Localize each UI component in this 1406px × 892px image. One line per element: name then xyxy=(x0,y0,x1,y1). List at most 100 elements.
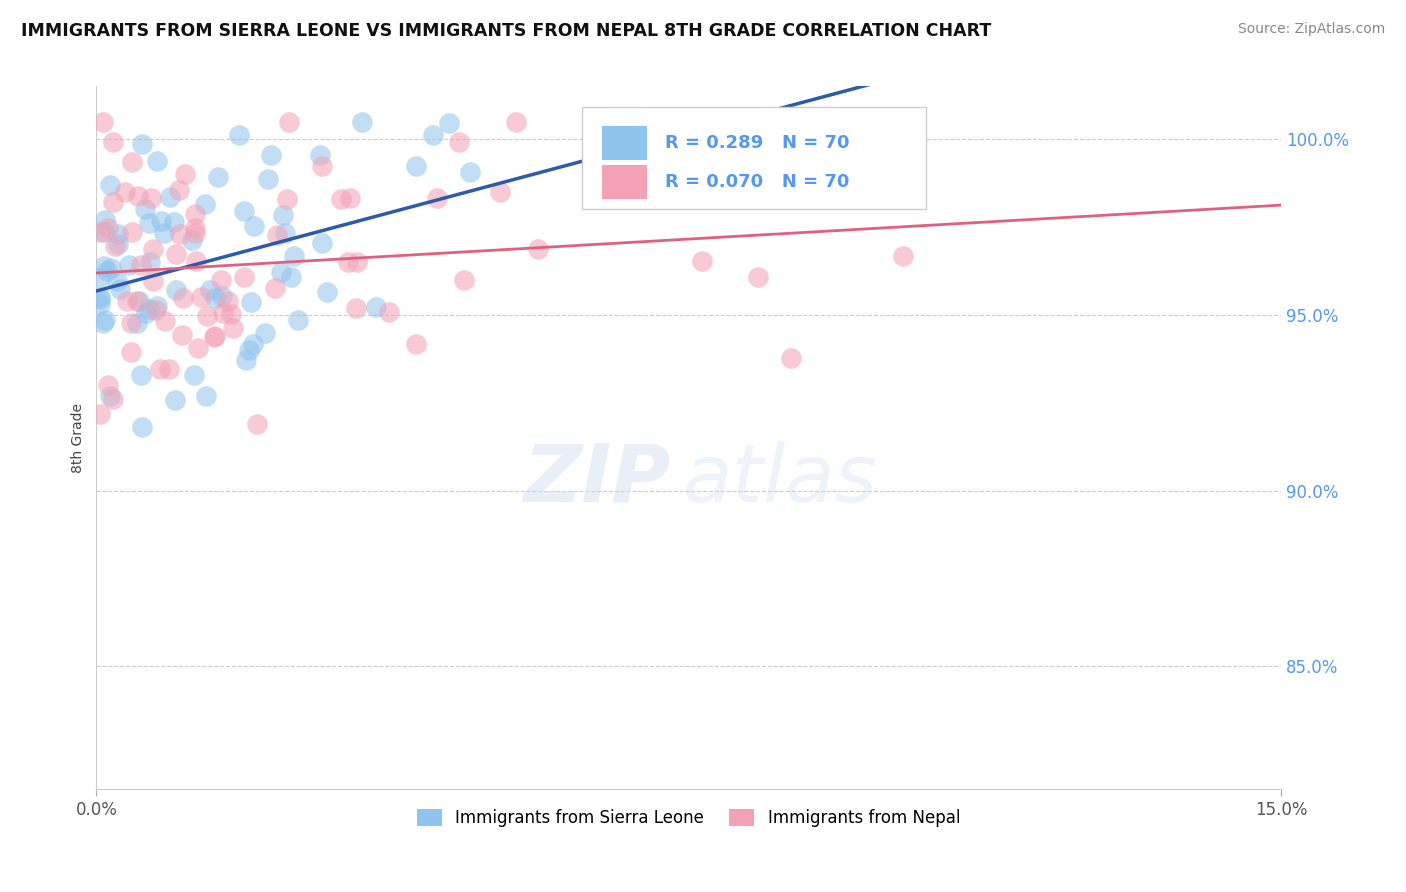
Point xyxy=(256,172,278,186)
Point xyxy=(134,202,156,216)
Point xyxy=(287,313,309,327)
Point xyxy=(311,235,333,250)
Point xyxy=(107,227,129,242)
Point xyxy=(100,389,122,403)
Point xyxy=(690,114,713,128)
Point xyxy=(344,301,367,315)
Point xyxy=(138,216,160,230)
Point xyxy=(217,293,239,308)
Point xyxy=(131,136,153,151)
Point xyxy=(274,226,297,240)
Point xyxy=(337,255,360,269)
Point xyxy=(222,321,245,335)
Point xyxy=(121,225,143,239)
Point xyxy=(108,282,131,296)
Point xyxy=(186,342,208,356)
Point xyxy=(167,183,190,197)
Point xyxy=(190,290,212,304)
Point xyxy=(405,159,427,173)
Point xyxy=(89,270,111,285)
Point xyxy=(149,362,172,376)
Point xyxy=(120,345,142,359)
Point xyxy=(180,233,202,247)
Point xyxy=(131,368,153,382)
Point xyxy=(104,239,127,253)
Point xyxy=(142,242,165,256)
Text: Source: ZipAtlas.com: Source: ZipAtlas.com xyxy=(1237,22,1385,37)
Text: ZIP: ZIP xyxy=(523,441,671,519)
Point xyxy=(596,176,619,190)
Point xyxy=(690,253,713,268)
Point xyxy=(426,191,449,205)
Point xyxy=(89,297,111,311)
Point xyxy=(139,255,162,269)
Point xyxy=(276,192,298,206)
Point xyxy=(280,270,302,285)
Point xyxy=(89,225,111,239)
Point xyxy=(453,273,475,287)
Legend: Immigrants from Sierra Leone, Immigrants from Nepal: Immigrants from Sierra Leone, Immigrants… xyxy=(411,802,967,834)
Point xyxy=(233,203,256,218)
Point xyxy=(125,316,148,330)
Point xyxy=(228,128,250,143)
Point xyxy=(264,280,287,294)
Point xyxy=(107,236,129,251)
Point xyxy=(330,193,353,207)
Point xyxy=(204,328,226,343)
Point xyxy=(891,249,914,263)
Point xyxy=(242,337,264,351)
Point xyxy=(211,306,233,320)
Point xyxy=(346,255,368,269)
Point xyxy=(96,263,118,277)
Point xyxy=(447,135,470,149)
Point xyxy=(378,305,401,319)
Point xyxy=(253,326,276,340)
Point xyxy=(405,337,427,351)
Text: atlas: atlas xyxy=(683,441,877,519)
Point xyxy=(118,258,141,272)
Point xyxy=(101,194,124,209)
Point xyxy=(233,269,256,284)
Point xyxy=(198,284,221,298)
Point xyxy=(364,301,387,315)
Point xyxy=(207,170,229,185)
FancyBboxPatch shape xyxy=(582,107,925,210)
Point xyxy=(277,114,299,128)
Point xyxy=(460,165,482,179)
Point xyxy=(98,178,121,193)
Point xyxy=(170,327,193,342)
Point xyxy=(352,114,374,128)
Point xyxy=(138,301,160,316)
Point xyxy=(240,295,263,310)
Point xyxy=(159,190,181,204)
Point xyxy=(184,226,207,240)
Point xyxy=(135,306,157,320)
Point xyxy=(149,214,172,228)
Point xyxy=(246,417,269,431)
Point xyxy=(97,378,120,392)
Point xyxy=(747,270,769,285)
Point xyxy=(93,260,115,274)
Point xyxy=(172,291,194,305)
Point xyxy=(165,284,187,298)
Point xyxy=(186,253,208,268)
Point xyxy=(209,273,232,287)
Point xyxy=(146,153,169,168)
Point xyxy=(115,293,138,308)
Point xyxy=(100,260,122,275)
Point xyxy=(163,215,186,229)
Text: IMMIGRANTS FROM SIERRA LEONE VS IMMIGRANTS FROM NEPAL 8TH GRADE CORRELATION CHAR: IMMIGRANTS FROM SIERRA LEONE VS IMMIGRAN… xyxy=(21,22,991,40)
Point xyxy=(165,392,187,407)
Point xyxy=(155,314,177,328)
Point xyxy=(89,292,111,306)
Point xyxy=(125,294,148,309)
Point xyxy=(105,274,128,288)
Point xyxy=(165,247,187,261)
Point xyxy=(271,208,294,222)
Point xyxy=(94,312,117,326)
Point xyxy=(339,191,361,205)
Point xyxy=(211,289,233,303)
Point xyxy=(131,420,153,434)
Point xyxy=(315,285,337,299)
Point xyxy=(505,114,527,128)
